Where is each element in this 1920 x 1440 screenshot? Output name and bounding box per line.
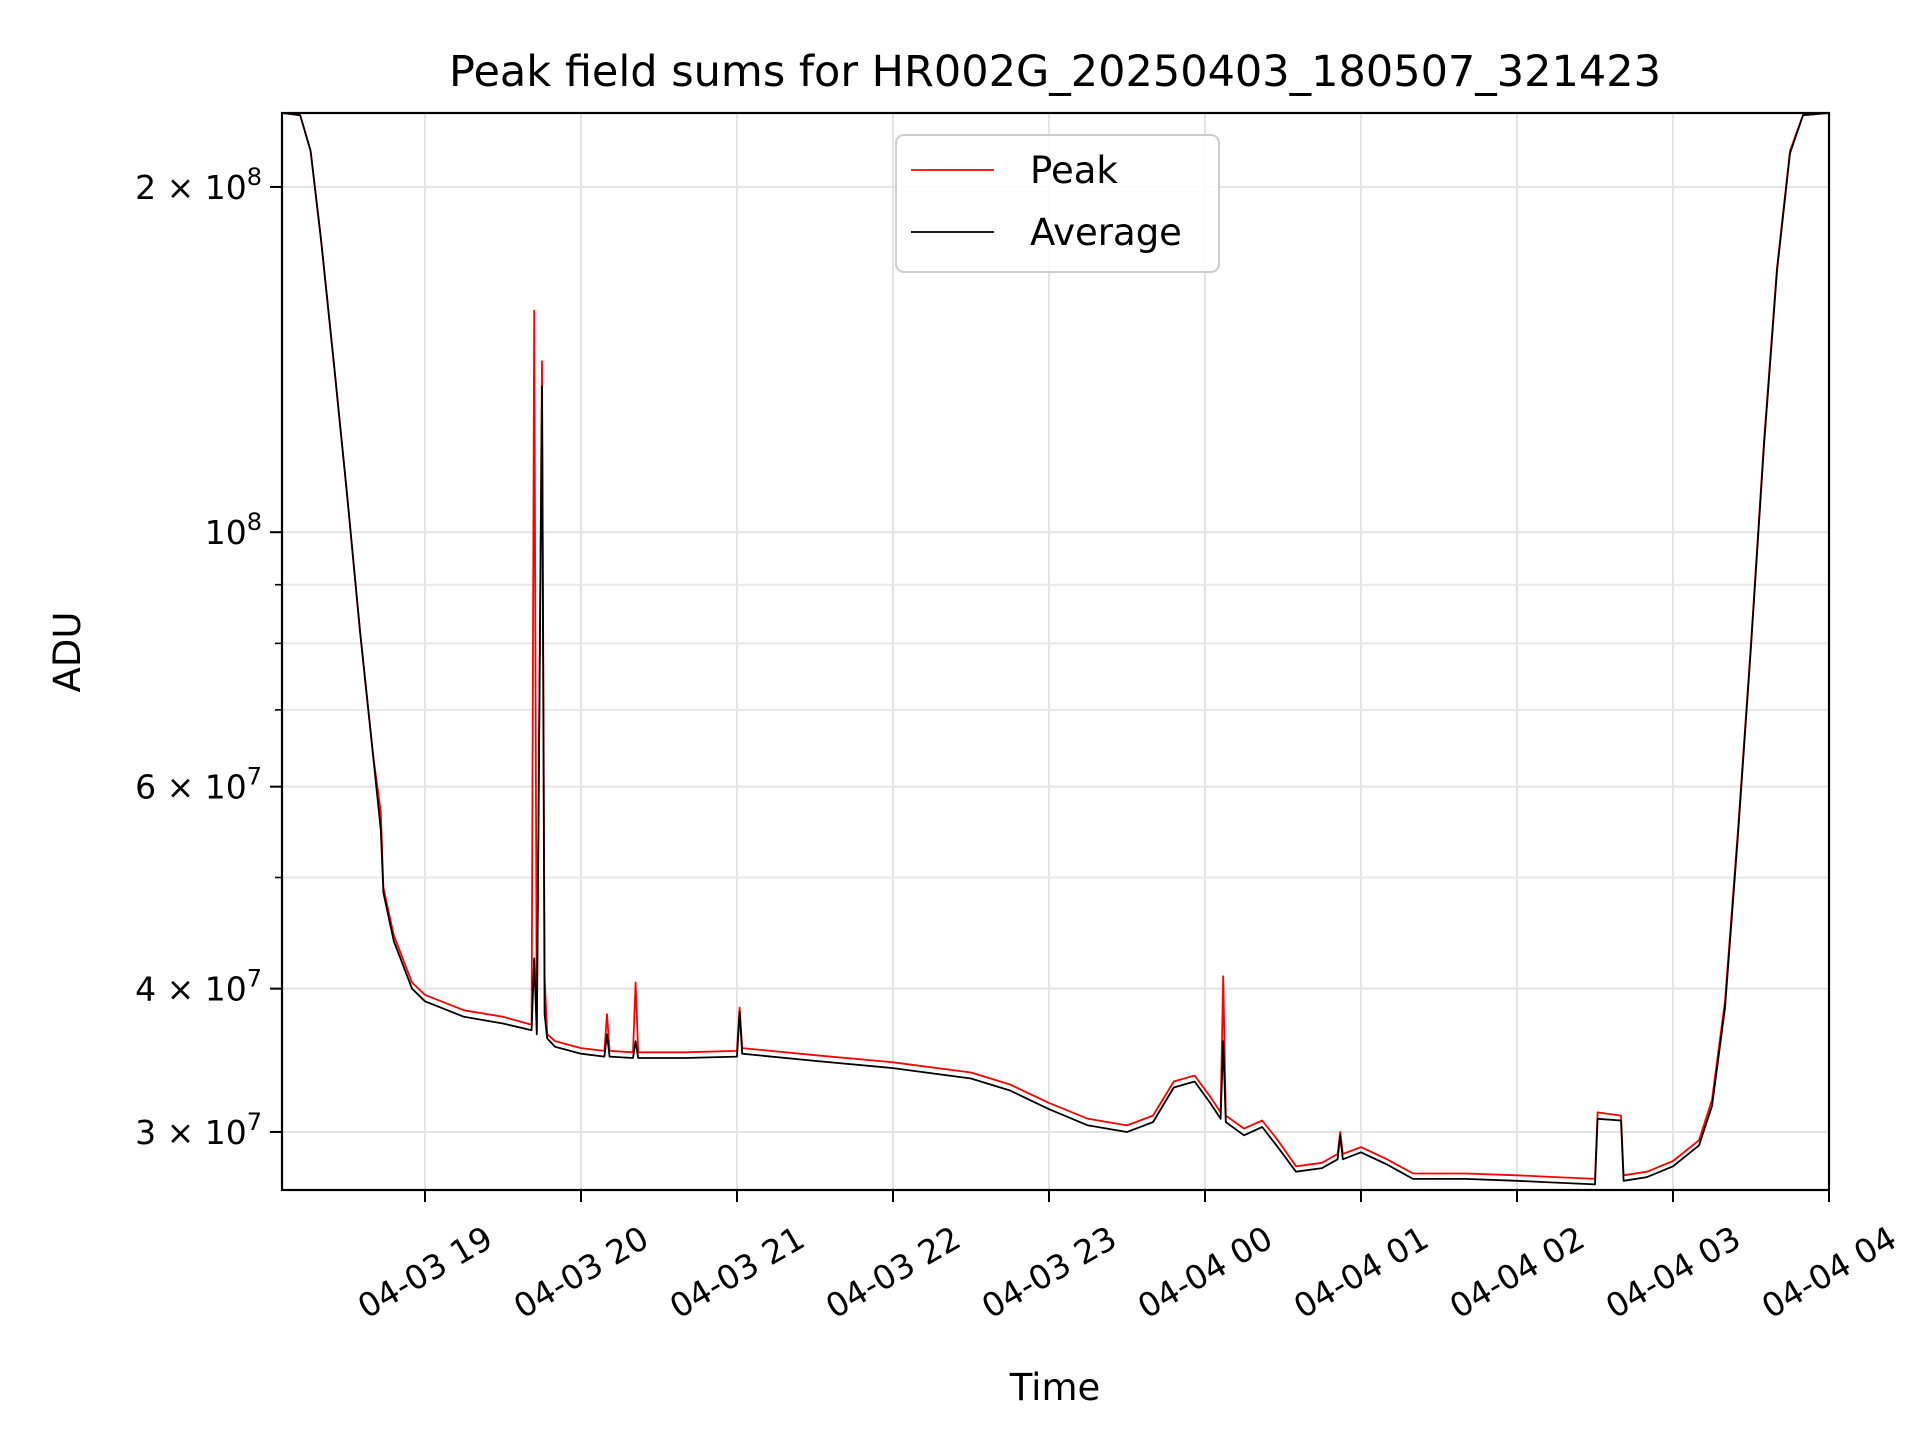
y-axis-label: ADU — [46, 612, 89, 693]
y-tick-exponent: 8 — [247, 163, 262, 191]
plot-frame — [280, 111, 1831, 1192]
y-tick-label: 108 — [205, 508, 262, 552]
y-tick-exponent: 7 — [247, 965, 262, 993]
y-tick-mantissa: 3 — [135, 1113, 156, 1152]
y-tick-label: 3 × 107 — [135, 1108, 262, 1152]
y-tick-label: 4 × 107 — [135, 965, 262, 1009]
series-area — [282, 113, 1829, 1186]
y-tick-mantissa: 2 — [135, 168, 156, 207]
x-axis-label: Time — [1009, 1366, 1101, 1409]
y-tick-exponent: 8 — [247, 508, 262, 536]
series-line-average — [282, 113, 1829, 1186]
y-tick-mantissa: 6 — [135, 768, 156, 807]
y-tick-label: 2 × 108 — [135, 163, 262, 207]
chart-title: Peak field sums for HR002G_20250403_1805… — [449, 47, 1661, 97]
legend-label-peak: Peak — [1030, 149, 1118, 192]
legend: Peak Average — [895, 134, 1220, 273]
y-tick-exponent: 7 — [247, 763, 262, 791]
y-tick-mantissa: 4 — [135, 970, 156, 1009]
legend-label-average: Average — [1030, 211, 1182, 254]
y-tick-label: 6 × 107 — [135, 763, 262, 807]
y-tick-exponent: 7 — [247, 1108, 262, 1136]
